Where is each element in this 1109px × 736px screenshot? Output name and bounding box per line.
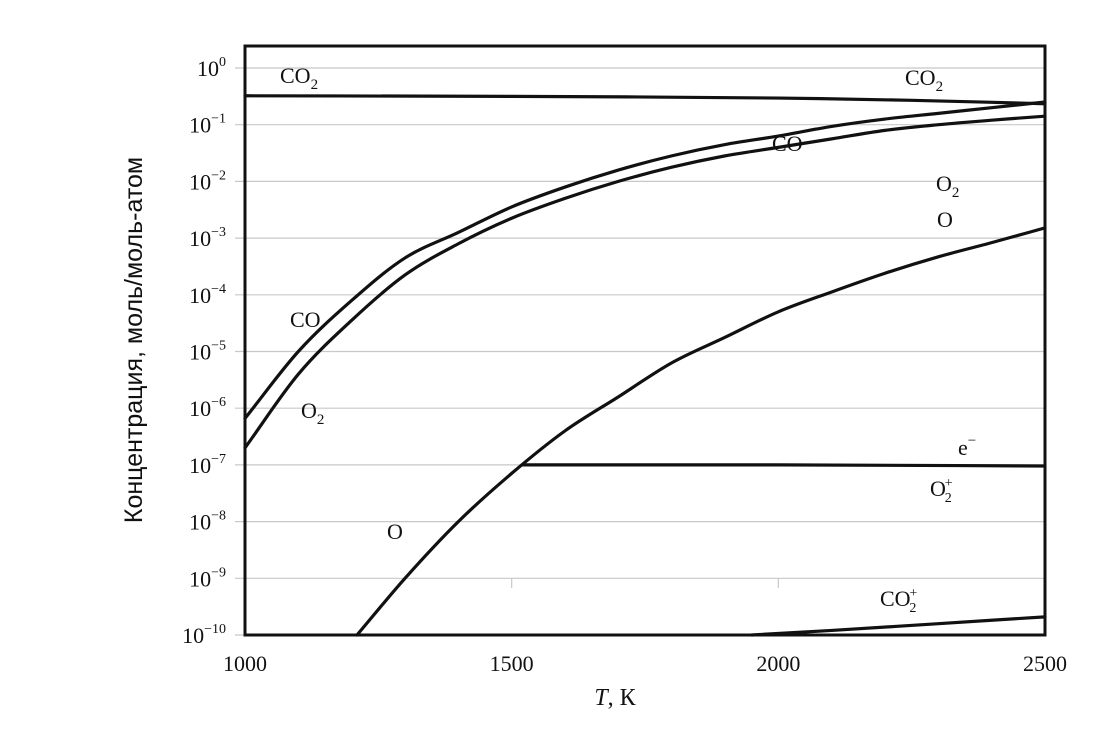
annotation-o2-lower: O2 (301, 398, 324, 428)
y-tick-label: 10−9 (189, 565, 226, 591)
grid-lines (235, 67, 1046, 636)
y-tick-exponent: −4 (211, 282, 226, 297)
y-tick-label: 10−10 (182, 622, 226, 648)
y-tick-base: 10 (189, 510, 211, 535)
x-axis-label: T, К (594, 685, 636, 711)
y-tick-label: 100 (197, 55, 226, 81)
y-tick-base: 10 (189, 169, 211, 194)
y-tick-base: 10 (189, 226, 211, 251)
series-line-co2plus (750, 615, 1047, 637)
y-tick-base: 10 (189, 113, 211, 138)
y-axis-label: Концентрация, моль/моль-атом (120, 157, 148, 523)
annotation-base: O (930, 476, 946, 501)
x-tick-labels: 1000 1500 2000 2500 (223, 651, 1067, 676)
y-tick-label: 10−6 (189, 395, 226, 421)
annotation-sub: 2 (909, 601, 916, 616)
annotation-sub: 2 (311, 77, 319, 93)
y-tick-label: 10−4 (189, 282, 226, 308)
annotation-co-lower: CO (290, 307, 321, 332)
annotation-base: CO (880, 586, 911, 611)
y-tick-exponent: −8 (211, 509, 226, 524)
annotation-o-upper: O (937, 207, 953, 232)
annotation-base: O (936, 171, 952, 196)
annotation-base: CO (290, 307, 321, 332)
y-tick-base: 10 (182, 623, 204, 648)
y-tick-base: 10 (189, 283, 211, 308)
annotation-base: O (387, 519, 403, 544)
series-line-e (520, 463, 1047, 468)
series-line-o (355, 226, 1047, 637)
y-tick-label: 10−1 (189, 112, 226, 138)
series-line-o2 (243, 114, 1047, 450)
y-tick-exponent: −7 (211, 452, 226, 467)
y-tick-exponent: −6 (211, 395, 226, 410)
y-tick-exponent: −2 (211, 168, 226, 183)
x-tick-label: 1500 (490, 651, 534, 676)
y-tick-base: 10 (189, 340, 211, 365)
y-tick-label: 10−5 (189, 339, 226, 365)
y-tick-exponent: −9 (211, 565, 226, 580)
y-tick-exponent: −3 (211, 225, 226, 240)
annotation-o-lower: O (387, 519, 403, 544)
annotation-base: CO (772, 131, 803, 156)
y-tick-exponent: −5 (211, 339, 226, 354)
annotation-co2-right: CO2 (905, 65, 943, 95)
x-axis-label-symbol: T (594, 685, 609, 711)
annotation-base: O (937, 207, 953, 232)
y-tick-exponent: −10 (204, 622, 226, 637)
series-line-co (243, 100, 1047, 421)
y-tick-labels: 10010−110−210−310−410−510−610−710−810−91… (182, 55, 226, 648)
x-tick-label: 2000 (756, 651, 800, 676)
annotation-co2plus: CO+ 2 (880, 586, 917, 616)
y-tick-base: 10 (189, 453, 211, 478)
annotation-sub: 2 (945, 491, 952, 506)
x-tick-label: 1000 (223, 651, 267, 676)
y-tick-exponent: 0 (219, 55, 226, 70)
annotation-base: O (301, 398, 317, 423)
y-tick-exponent: −1 (211, 112, 226, 127)
annotation-base: e (958, 435, 968, 460)
annotation-co-upper: CO (772, 131, 803, 156)
series-line-co2 (243, 94, 1047, 106)
annotation-sub: 2 (317, 412, 325, 428)
x-axis-label-unit: , К (608, 685, 637, 711)
annotation-sub: 2 (936, 79, 944, 95)
annotation-base: CO (905, 65, 936, 90)
y-tick-label: 10−3 (189, 225, 226, 251)
annotation-sup: + (909, 586, 917, 601)
x-tick-label: 2500 (1023, 651, 1067, 676)
annotation-o2plus: O+ 2 (930, 476, 953, 506)
annotation-o2-upper: O2 (936, 171, 959, 201)
y-tick-base: 10 (189, 396, 211, 421)
annotation-co2-left: CO2 (280, 63, 318, 93)
annotation-base: CO (280, 63, 311, 88)
annotation-sub: 2 (952, 185, 960, 201)
y-tick-label: 10−2 (189, 168, 226, 194)
y-tick-base: 10 (189, 566, 211, 591)
y-tick-base: 10 (197, 56, 219, 81)
annotation-sup: + (945, 476, 953, 491)
y-tick-label: 10−7 (189, 452, 226, 478)
plot-frame (243, 44, 1047, 637)
y-tick-label: 10−8 (189, 509, 226, 535)
series-curves (243, 94, 1047, 637)
annotation-e-minus: e− (958, 433, 976, 460)
annotation-sup: − (968, 433, 976, 449)
